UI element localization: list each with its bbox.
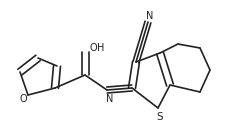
Text: H: H bbox=[97, 43, 105, 53]
Text: O: O bbox=[89, 43, 97, 53]
Text: S: S bbox=[157, 112, 163, 122]
Text: N: N bbox=[106, 94, 114, 104]
Text: O: O bbox=[19, 94, 27, 104]
Text: N: N bbox=[146, 11, 154, 21]
